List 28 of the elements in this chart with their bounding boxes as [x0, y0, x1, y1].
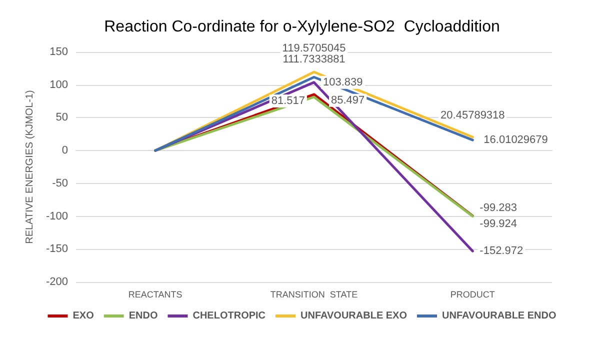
y-tick-label: 50 — [56, 112, 68, 124]
y-axis-title: RELATIVE ENERGIES (KJMOL-1) — [24, 90, 36, 244]
data-label: 20.45789318 — [440, 110, 505, 122]
data-label: 81.517 — [271, 95, 305, 108]
y-tick-label: -50 — [52, 177, 68, 190]
x-tick-label: REACTANTS — [128, 290, 182, 300]
y-tick-label: 0 — [62, 144, 68, 157]
y-tick-label: -150 — [46, 243, 68, 256]
chart-title: Reaction Co-ordinate for o-Xylylene-SO2 Cycloaddition — [104, 18, 500, 36]
legend-label: EXO — [72, 310, 94, 322]
data-label: 111.7333881 — [282, 54, 346, 66]
data-label: 16.01029679 — [484, 134, 548, 146]
x-tick-label: PRODUCT — [450, 290, 496, 300]
y-tick-label: -200 — [46, 276, 68, 288]
y-tick-label: 100 — [50, 78, 68, 91]
data-label: -152.972 — [480, 245, 524, 258]
legend-label: CHELOTROPIC — [192, 310, 266, 322]
data-label: -99.924 — [480, 218, 517, 230]
legend-label: UNFAVOURABLE ENDO — [442, 310, 556, 322]
data-label: 85.497 — [331, 94, 365, 106]
x-tick-label: TRANSITION STATE — [270, 290, 358, 300]
data-label: 103.839 — [323, 76, 363, 88]
y-tick-label: -100 — [46, 210, 68, 222]
y-tick-label: 150 — [50, 46, 68, 58]
data-label: 119.5705045 — [282, 42, 346, 54]
legend-label: ENDO — [128, 310, 158, 322]
data-label: -99.283 — [480, 202, 517, 214]
legend-label: UNFAVOURABLE EXO — [300, 310, 408, 322]
